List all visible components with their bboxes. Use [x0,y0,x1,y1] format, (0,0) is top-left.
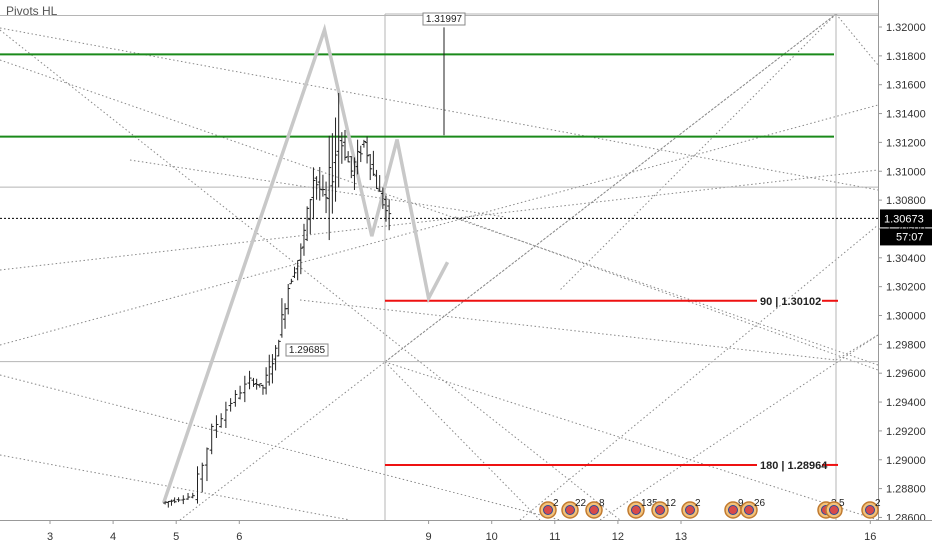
time-axis-label: 16 [864,531,876,543]
fan-line [384,361,541,521]
fan-line [559,13,837,291]
price-axis-label: 1.31400 [886,109,926,121]
event-flag-inner-icon [744,505,754,515]
fan-line [835,13,879,66]
countdown-tag [880,228,932,246]
price-axis-label: 1.31000 [886,166,926,178]
event-count-label: 135 [641,498,658,509]
price-axis-label: 1.31600 [886,80,926,92]
time-axis-background [0,521,932,550]
pivot-high-label-box [422,12,466,26]
price-axis-label: 1.31800 [886,51,926,63]
indicator-title: Pivots HL [6,4,58,18]
fan-line [384,13,837,363]
event-flag-inner-icon [655,505,665,515]
fan-line [299,299,837,361]
countdown-value: 57:07 [896,231,924,243]
price-axis-label: 1.29800 [886,339,926,351]
time-axis-label: 4 [110,531,116,543]
pivot-low-label-box [285,343,329,357]
fan-line [129,159,506,218]
time-axis-label: 6 [236,531,242,543]
fan-line [519,224,879,521]
event-flag-inner-icon [829,505,839,515]
price-axis-background [879,0,932,550]
price-axis-label: 1.29200 [886,426,926,438]
event-flag-inner-icon [865,505,875,515]
event-count-label: 2 [695,498,701,509]
red-level-label: 180 | 1.28964 [760,460,828,472]
event-count-label: 26 [754,498,766,509]
event-count-label: 8 [599,498,605,509]
price-axis-label: 1.29000 [886,455,926,467]
fan-line [0,374,561,521]
price-axis-label: 1.29400 [886,397,926,409]
price-axis-label: 1.29600 [886,368,926,380]
event-count-label: 22 [575,498,587,509]
fan-line [835,334,879,361]
event-count-label: 12 [665,498,677,509]
price-axis-label: 1.31200 [886,137,926,149]
event-flag-inner-icon [589,505,599,515]
time-axis-label: 9 [426,531,432,543]
event-count-label: 9 [738,498,744,509]
price-axis-label: 1.30400 [886,253,926,265]
fan-line [0,454,351,521]
event-flag-inner-icon [728,505,738,515]
event-flag-inner-icon [565,505,575,515]
time-axis-label: 10 [486,531,498,543]
projection-zigzag [161,23,450,504]
event-count-label: 2 [875,498,881,509]
price-axis-label: 1.30800 [886,195,926,207]
current-price-value: 1.30673 [884,213,924,225]
time-axis-label: 3 [47,531,53,543]
event-flag-inner-icon [543,505,553,515]
price-axis-label: 1.30000 [886,311,926,323]
event-count-label: 5 [839,498,845,509]
red-level-label: 90 | 1.30102 [760,296,821,308]
time-axis-label: 11 [549,531,560,543]
time-axis-label: 12 [612,531,624,543]
event-flag-inner-icon [631,505,641,515]
time-axis-label: 5 [173,531,179,543]
price-axis-label: 1.30200 [886,282,926,294]
event-flag-inner-icon [685,505,695,515]
price-axis-label: 1.28800 [886,484,926,496]
time-axis-label: 13 [675,531,687,543]
pivot-low-label: 1.29685 [289,345,326,356]
fan-line [0,59,879,366]
price-axis-label: 1.32000 [886,22,926,34]
event-count-label: 2 [553,498,559,509]
fan-line [454,216,879,371]
current-price-tag [880,209,932,228]
pivot-high-label: 1.31997 [426,14,463,25]
